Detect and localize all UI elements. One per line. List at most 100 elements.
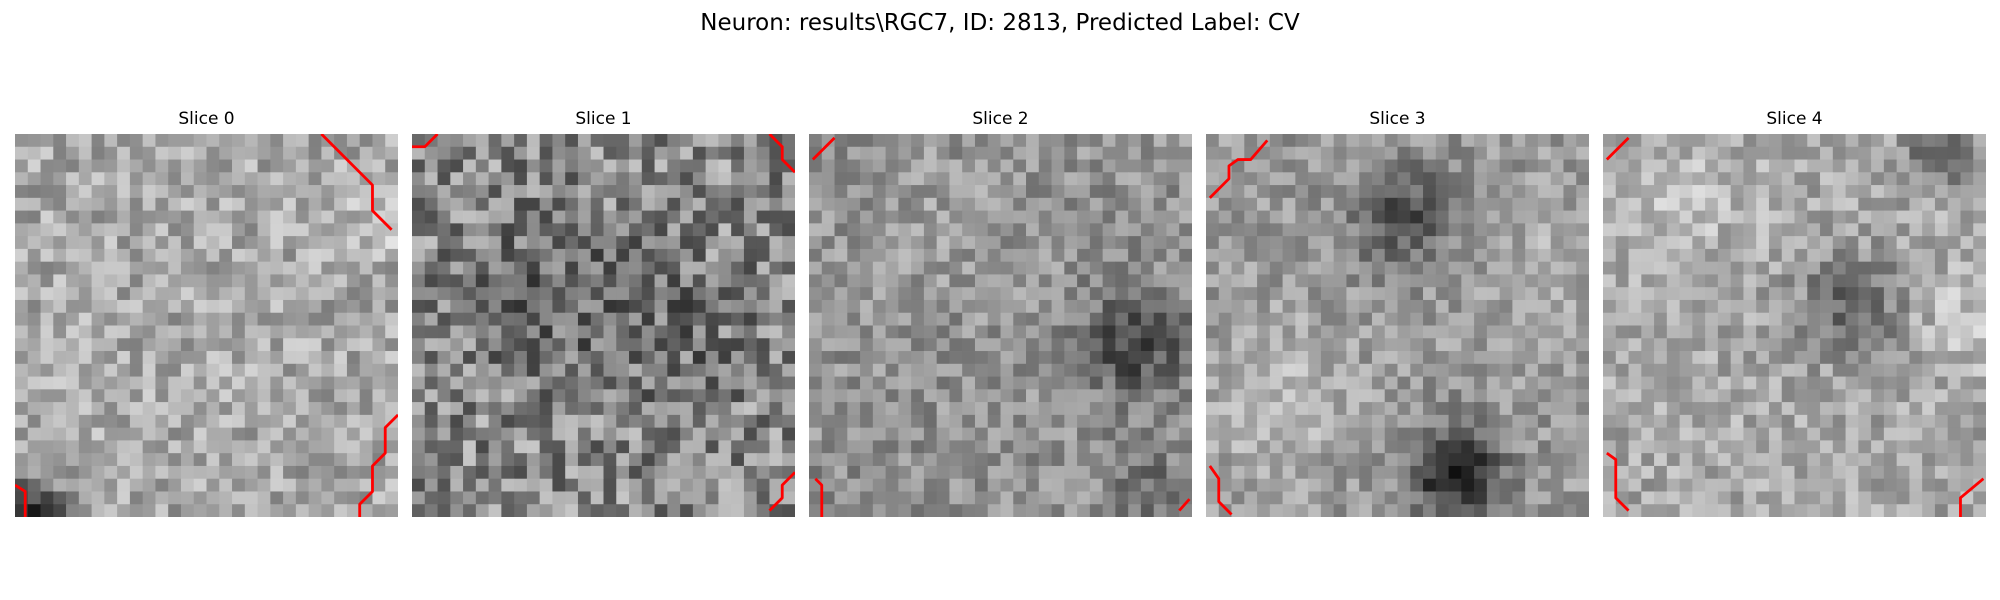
pixel xyxy=(705,261,719,275)
pixel xyxy=(1308,299,1322,314)
pixel xyxy=(1922,312,1936,326)
pixel xyxy=(1410,223,1424,237)
pixel xyxy=(603,223,617,237)
pixel xyxy=(1615,453,1629,467)
pixel xyxy=(1140,491,1155,505)
pixel xyxy=(1115,376,1129,390)
pixel xyxy=(1410,427,1424,441)
pixel xyxy=(1820,402,1834,416)
pixel xyxy=(359,465,373,480)
pixel xyxy=(1013,504,1027,517)
pixel xyxy=(539,491,553,505)
pixel xyxy=(1359,427,1373,441)
pixel xyxy=(129,427,144,441)
pixel xyxy=(1423,223,1437,237)
pixel xyxy=(1896,338,1910,352)
pixel xyxy=(705,351,719,365)
pixel xyxy=(1013,478,1027,492)
pixel xyxy=(590,197,604,211)
pixel xyxy=(1730,376,1744,390)
pixel xyxy=(346,274,361,288)
pixel xyxy=(501,376,515,390)
pixel xyxy=(1973,504,1986,517)
pixel xyxy=(1448,210,1462,224)
pixel xyxy=(1051,185,1065,199)
pixel xyxy=(1781,325,1795,339)
pixel xyxy=(847,134,861,148)
pixel xyxy=(463,504,477,517)
pixel xyxy=(1013,223,1027,237)
pixel xyxy=(1563,312,1577,326)
pixel xyxy=(1692,172,1706,186)
pixel xyxy=(1794,261,1808,275)
pixel xyxy=(27,427,41,441)
pixel xyxy=(680,261,694,275)
pixel xyxy=(1077,159,1091,173)
pixel xyxy=(743,287,758,301)
pixel xyxy=(1807,440,1821,454)
pixel xyxy=(334,338,348,352)
pixel xyxy=(1832,261,1846,275)
pixel xyxy=(1461,478,1475,492)
pixel xyxy=(1973,312,1986,326)
pixel xyxy=(193,325,207,339)
pixel xyxy=(475,312,489,326)
pixel xyxy=(1128,185,1142,199)
pixel xyxy=(616,223,630,237)
pixel xyxy=(142,504,156,517)
pixel xyxy=(437,134,451,148)
pixel xyxy=(1730,402,1744,416)
pixel xyxy=(1244,389,1258,403)
pixel xyxy=(168,478,182,492)
pixel xyxy=(1166,363,1180,377)
pixel xyxy=(206,287,220,301)
pixel xyxy=(1410,274,1424,288)
pixel xyxy=(15,159,29,173)
pixel xyxy=(424,478,438,492)
pixel xyxy=(1654,402,1668,416)
pixel xyxy=(718,185,732,199)
pixel xyxy=(1896,465,1910,480)
pixel xyxy=(1077,287,1091,301)
pixel xyxy=(1883,491,1898,505)
pixel xyxy=(27,504,41,517)
pixel xyxy=(1705,274,1719,288)
pixel xyxy=(372,465,386,480)
pixel xyxy=(450,299,464,314)
pixel xyxy=(1845,389,1859,403)
pixel xyxy=(1486,159,1501,173)
contour-line xyxy=(412,134,439,149)
pixel xyxy=(206,325,220,339)
pixel xyxy=(1934,389,1949,403)
pixel xyxy=(1768,478,1783,492)
pixel xyxy=(1768,338,1783,352)
pixel xyxy=(565,248,579,263)
pixel xyxy=(1576,210,1589,224)
pixel xyxy=(1807,351,1821,365)
pixel xyxy=(1218,478,1232,492)
pixel xyxy=(1717,146,1732,160)
pixel xyxy=(1308,427,1322,441)
pixel xyxy=(346,363,361,377)
pixel xyxy=(1269,223,1283,237)
pixel xyxy=(232,159,246,173)
pixel xyxy=(1244,299,1258,314)
pixel xyxy=(1320,299,1335,314)
pixel xyxy=(372,440,386,454)
pixel xyxy=(885,248,899,263)
pixel xyxy=(526,159,541,173)
pixel xyxy=(463,261,477,275)
pixel xyxy=(1563,440,1577,454)
pixel xyxy=(1858,159,1872,173)
pixel xyxy=(1641,465,1655,480)
pixel xyxy=(1781,338,1795,352)
pixel xyxy=(475,197,489,211)
pixel xyxy=(1244,504,1258,517)
pixel xyxy=(295,146,310,160)
pixel xyxy=(526,261,541,275)
pixel xyxy=(53,248,67,263)
pixel xyxy=(53,134,67,148)
pixel xyxy=(1845,491,1859,505)
pixel xyxy=(1371,363,1386,377)
pixel xyxy=(1410,491,1424,505)
